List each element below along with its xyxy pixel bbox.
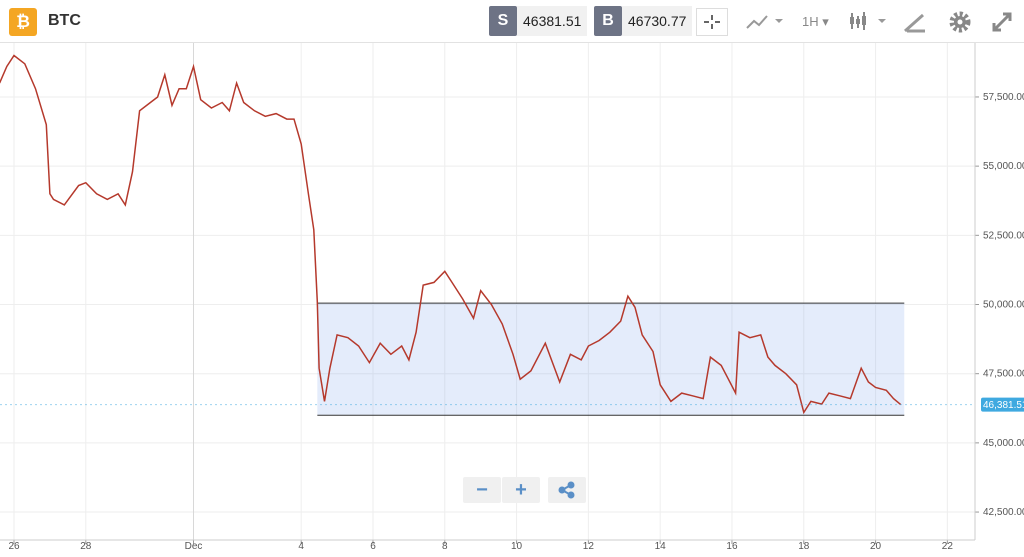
chart-type-button[interactable] [745,12,785,32]
settings-button[interactable] [948,10,972,34]
plot-area [0,43,975,540]
x-tick-label: 8 [442,541,448,552]
x-tick-label: 26 [8,541,20,552]
x-tick-label: 6 [370,541,376,552]
btc-icon: ₿ [9,8,37,36]
range-box [317,303,905,416]
x-tick-label: 16 [726,541,738,552]
x-tick-label: 18 [798,541,810,552]
y-tick-label: 55,000.00 [983,161,1024,172]
x-tick-label: 4 [298,541,304,552]
sell-price[interactable]: 46381.51 [517,6,588,36]
x-tick-label: 12 [583,541,595,552]
zoom-out-button[interactable]: − [463,477,501,503]
last-price-badge [981,397,1024,412]
x-tick-label: 20 [870,541,882,552]
x-tick-label: Dec [185,541,203,552]
price-line [0,54,902,415]
y-tick-label: 47,500.00 [983,369,1024,380]
sell-button[interactable]: S [489,6,517,36]
chart: 42,500.00 45,000.00 47,500.00 50,000.00 52,5… [0,43,1024,552]
y-tick-label: 50,000.00 [983,300,1024,311]
x-tick-label: 14 [655,541,667,552]
interval: 1H [802,14,819,29]
buy-button[interactable]: B [594,6,622,36]
y-tick-label: 52,500.00 [983,230,1024,241]
x-tick-label: 22 [942,541,954,552]
share-button[interactable] [548,477,586,503]
interval-button[interactable]: 1H ▾ [802,14,829,29]
draw-button[interactable] [903,11,927,33]
candles-button[interactable] [848,10,888,32]
fullscreen-button[interactable] [990,10,1014,34]
buy-price[interactable]: 46730.77 [622,6,693,36]
zoom-in-button[interactable]: + [502,477,540,503]
x-tick-label: 10 [511,541,523,552]
last-price-label: 46,381.51 [983,400,1024,411]
y-tick-label: 42,500.00 [983,507,1024,518]
y-tick-label: 45,000.00 [983,438,1024,449]
x-tick-label: 28 [80,541,92,552]
toolbar: ₿ BTC S 46381.51 B 46730.77 1H ▾ [0,0,1024,43]
crosshair-button[interactable] [696,8,728,36]
symbol: BTC [48,12,81,29]
y-tick-label: 57,500.00 [983,92,1024,103]
